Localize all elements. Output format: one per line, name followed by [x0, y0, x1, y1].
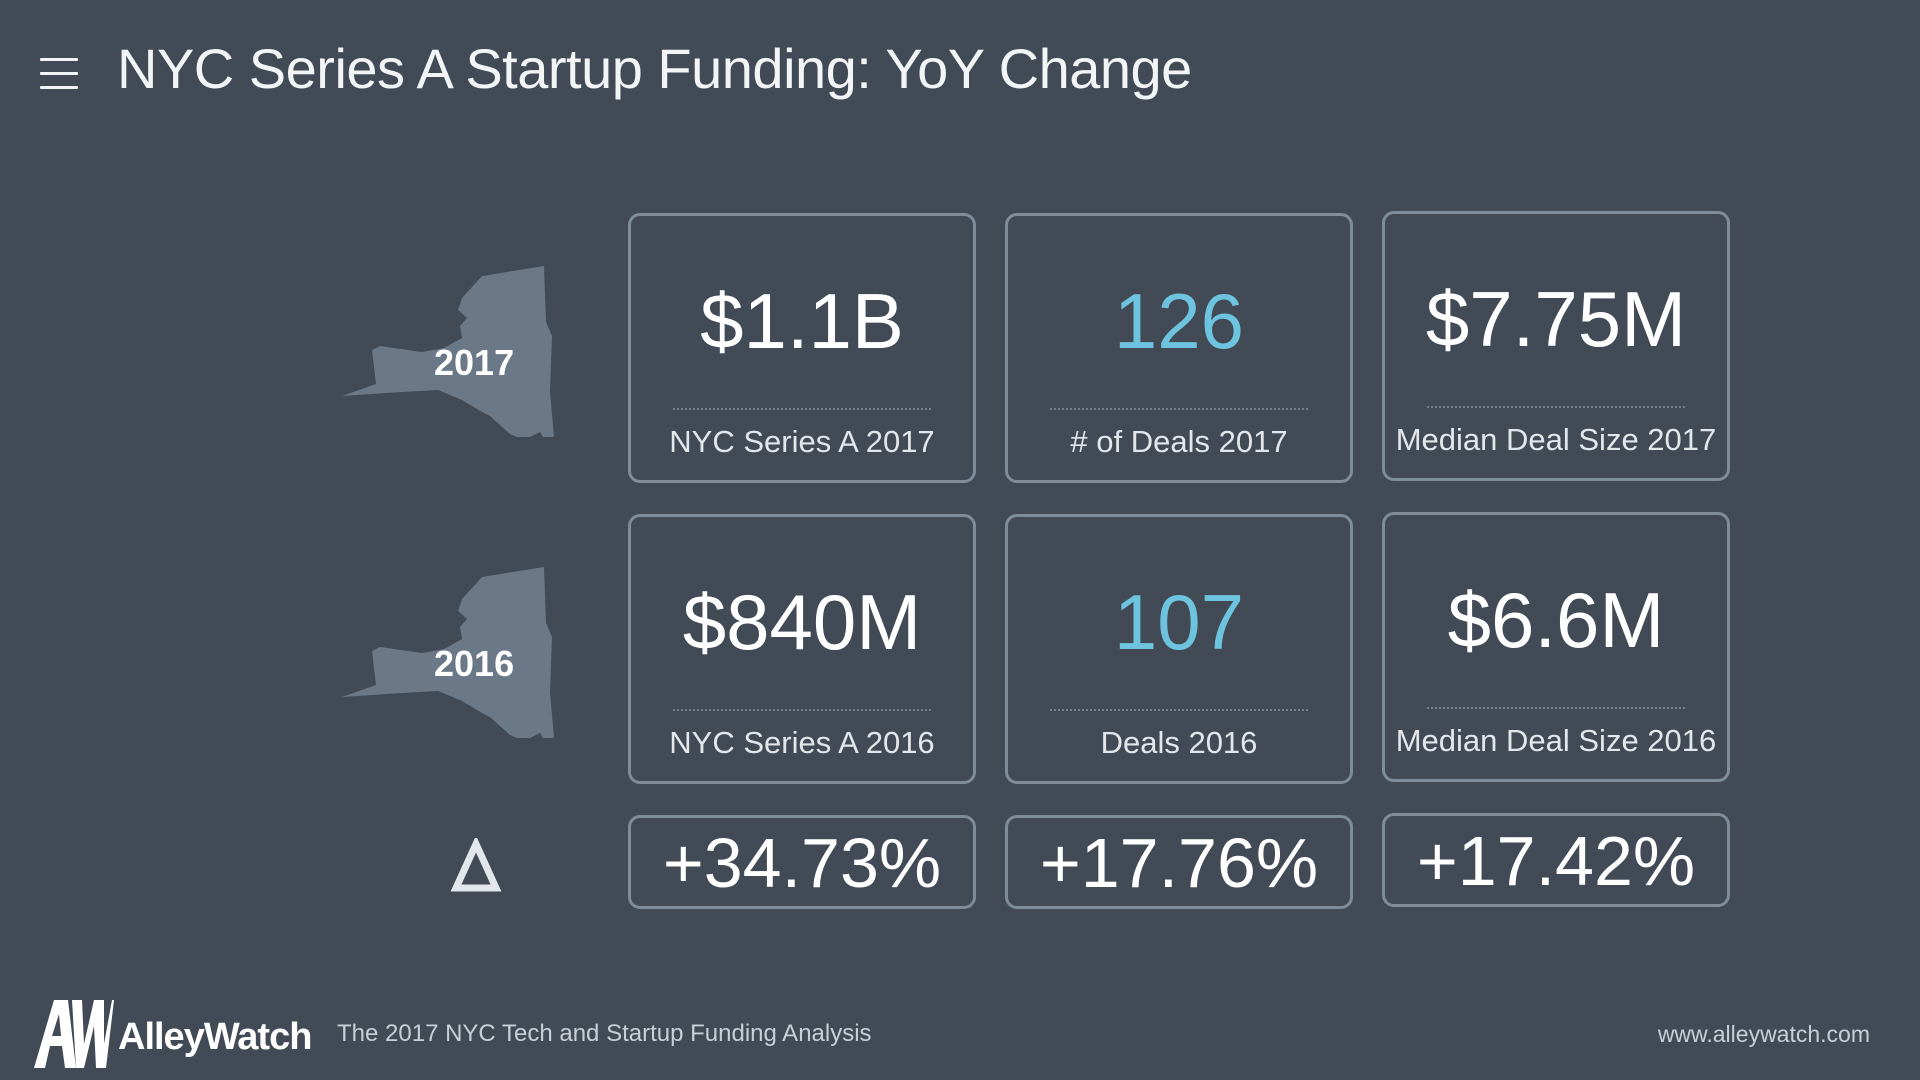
stat-value: $6.6M	[1447, 576, 1665, 664]
page-title: NYC Series A Startup Funding: YoY Change	[117, 37, 1192, 100]
change-value: +17.76%	[1039, 824, 1319, 902]
new-york-state-icon	[342, 567, 554, 738]
divider	[1427, 707, 1685, 709]
hamburger-menu-icon[interactable]	[40, 56, 78, 90]
stat-value: 107	[1113, 578, 1245, 666]
stat-card-median-2016: $6.6M Median Deal Size 2016	[1382, 512, 1730, 782]
change-card-total: +34.73%	[628, 815, 976, 909]
divider	[673, 408, 931, 410]
stat-value: 126	[1113, 277, 1245, 365]
stat-card-total-2016: $840M NYC Series A 2016	[628, 514, 976, 784]
footer-url-link[interactable]: www.alleywatch.com	[1657, 1021, 1870, 1047]
stat-value: $840M	[682, 578, 922, 666]
new-york-state-icon	[342, 266, 554, 437]
change-value: +17.42%	[1416, 822, 1696, 900]
year-label-2016: 2016	[434, 643, 515, 684]
stat-label: NYC Series A 2016	[669, 725, 935, 760]
divider	[673, 709, 931, 711]
divider	[1050, 408, 1308, 410]
divider	[1050, 709, 1308, 711]
stat-label: # of Deals 2017	[1070, 424, 1288, 459]
row-label-2017: 2017	[342, 262, 557, 437]
delta-icon	[450, 838, 502, 892]
footer-caption: The 2017 NYC Tech and Startup Funding An…	[337, 1020, 872, 1047]
change-value: +34.73%	[662, 824, 942, 902]
alleywatch-logo-icon	[34, 1000, 114, 1068]
stat-value: $7.75M	[1425, 275, 1687, 363]
change-card-median: +17.42%	[1382, 813, 1730, 907]
stat-card-deals-2017: 126 # of Deals 2017	[1005, 213, 1353, 483]
stat-label: Median Deal Size 2016	[1395, 723, 1717, 758]
change-card-deals: +17.76%	[1005, 815, 1353, 909]
stat-value: $1.1B	[700, 277, 904, 365]
year-label-2017: 2017	[434, 342, 515, 383]
divider	[1427, 406, 1685, 408]
stat-card-median-2017: $7.75M Median Deal Size 2017	[1382, 211, 1730, 481]
stat-label: Deals 2016	[1100, 725, 1258, 760]
brand-name: AlleyWatch	[118, 1016, 312, 1058]
stat-card-total-2017: $1.1B NYC Series A 2017	[628, 213, 976, 483]
stat-label: NYC Series A 2017	[669, 424, 935, 459]
stat-label: Median Deal Size 2017	[1395, 422, 1717, 457]
stat-card-deals-2016: 107 Deals 2016	[1005, 514, 1353, 784]
row-label-2016: 2016	[342, 563, 557, 738]
